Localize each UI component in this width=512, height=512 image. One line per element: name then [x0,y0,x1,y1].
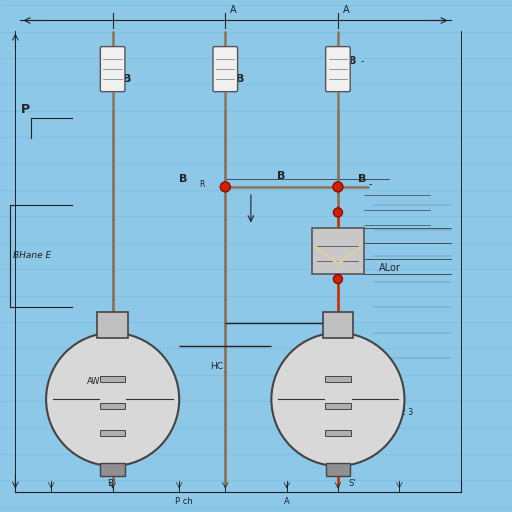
Text: B: B [278,171,286,181]
Text: 1 2 3: 1 2 3 [394,408,413,417]
FancyBboxPatch shape [213,47,238,92]
Text: HC: HC [210,361,223,371]
Bar [325,376,351,382]
Text: B: B [123,74,131,84]
Text: BHane E: BHane E [13,251,51,261]
Bar [323,312,353,338]
FancyBboxPatch shape [100,47,125,92]
Text: P: P [20,102,30,116]
Circle shape [333,274,343,284]
Bar [326,463,350,476]
Text: R: R [200,180,205,189]
Text: B': B' [108,479,116,488]
Text: A: A [284,497,290,506]
Bar [100,403,125,409]
Text: B: B [358,174,367,184]
Text: ALor: ALor [379,263,401,273]
Bar [100,463,125,476]
Text: A: A [230,5,237,15]
Text: S': S' [348,479,356,488]
Text: B: B [348,56,355,66]
Circle shape [46,333,179,466]
FancyBboxPatch shape [326,47,350,92]
Text: B: B [236,74,244,84]
Bar [325,403,351,409]
Text: -: - [369,179,372,189]
Text: A: A [343,5,350,15]
Text: B: B [179,174,187,184]
Text: Al: Al [389,392,398,401]
Bar [100,430,125,436]
Bar [312,228,364,274]
Text: -: - [361,56,365,66]
Bar [97,312,128,338]
Text: AW: AW [87,377,100,386]
Bar [325,430,351,436]
Circle shape [271,333,404,466]
Bar [100,376,125,382]
Circle shape [220,182,230,192]
Circle shape [333,208,343,217]
Circle shape [333,182,343,192]
Text: P ch: P ch [176,497,193,506]
